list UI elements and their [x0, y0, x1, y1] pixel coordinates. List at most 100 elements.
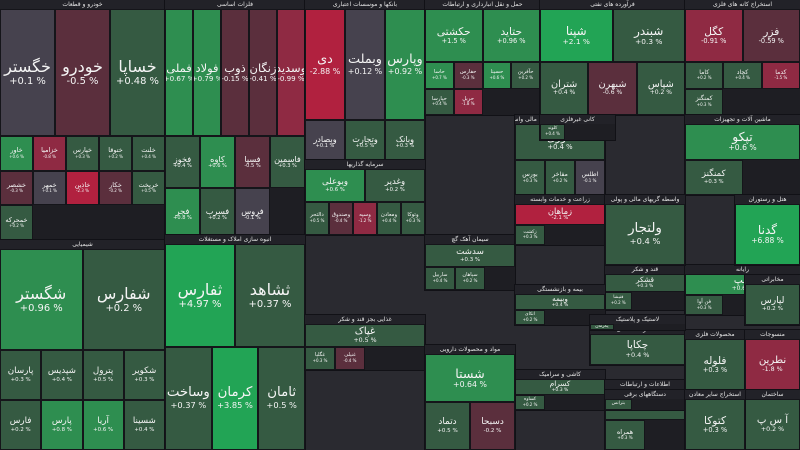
stock-cell[interactable]: شبندر +0.3 % [612, 9, 685, 62]
stock-cell[interactable]: وبانک +0.3 % [385, 120, 425, 165]
stock-cell[interactable]: خپارس +0.3 % [66, 136, 99, 171]
stock-cell[interactable]: خریخت +0.5 % [132, 170, 165, 206]
stock-cell[interactable]: کگل -0.91 % [685, 9, 743, 62]
stock-cell[interactable]: شتران +0.4 % [540, 62, 589, 115]
stock-cell[interactable]: شبهرن -0.6 % [588, 62, 637, 115]
stock-cell[interactable]: اطلس -0.1 % [575, 160, 605, 195]
stock-cell[interactable]: شپدیس +0.4 % [41, 350, 83, 400]
stock-cell[interactable]: کسرام +0.3 % [515, 379, 605, 395]
stock-cell[interactable]: کدما -1.5 % [761, 62, 800, 89]
stock-cell[interactable]: دالتحر +0.5 % [305, 202, 329, 235]
stock-cell[interactable]: زکشت +0.3 % [515, 225, 545, 245]
stock-cell[interactable]: خشصر -0.3 % [0, 170, 33, 206]
stock-cell[interactable]: فن آوا +0.3 % [685, 295, 724, 315]
stock-cell[interactable]: شسینا +0.4 % [123, 400, 165, 450]
stock-cell[interactable]: خکار -0.2 % [99, 170, 132, 206]
stock-cell[interactable]: حتاید +0.96 % [482, 9, 540, 62]
stock-cell[interactable]: حپارسا +0.4 % [425, 88, 454, 115]
stock-cell[interactable]: لپارس +0.2 % [745, 284, 800, 325]
stock-cell[interactable]: بورس +0.3 % [515, 160, 545, 195]
stock-cell[interactable]: خمهر +0.1 % [33, 170, 66, 206]
stock-cell[interactable]: دی -2.88 % [305, 9, 345, 120]
stock-cell[interactable]: کاما +0.2 % [685, 62, 724, 89]
stock-cell[interactable]: وپارس +0.92 % [385, 9, 425, 120]
stock-cell[interactable]: پارس +0.8 % [41, 400, 83, 450]
stock-cell[interactable]: چکاپا +0.4 % [590, 334, 685, 365]
stock-cell[interactable]: شفارس +0.2 % [82, 249, 165, 350]
stock-cell[interactable]: خساپا +0.48 % [110, 9, 165, 136]
stock-cell[interactable]: حسینا +0.6 % [482, 62, 512, 89]
stock-cell[interactable]: فولاد +0.79 % [193, 9, 221, 136]
stock-cell[interactable]: فملی +0.67 % [165, 9, 193, 136]
stock-cell[interactable]: فسپا -0.5 % [235, 136, 270, 188]
stock-cell[interactable]: ثشاهد +0.37 % [235, 244, 305, 347]
stock-cell[interactable]: فارس +0.2 % [0, 400, 42, 450]
stock-cell[interactable]: فروس -0.1 % [235, 188, 270, 240]
stock-cell[interactable]: حکشتی +1.5 % [425, 9, 483, 62]
stock-cell[interactable]: ذوب -0.15 % [221, 9, 249, 136]
stock-cell[interactable]: کساوه +0.2 % [515, 395, 545, 410]
stock-cell[interactable]: کتوکا +0.3 % [685, 399, 745, 450]
stock-cell[interactable]: زنگان -0.41 % [249, 9, 277, 136]
stock-cell[interactable]: ثفارس +4.97 % [165, 244, 235, 347]
stock-cell[interactable]: وتوکا +0.3 % [401, 202, 425, 235]
stock-cell[interactable]: پارسان +0.3 % [0, 350, 42, 400]
stock-cell[interactable]: آ س پ +0.2 % [745, 399, 800, 450]
stock-cell[interactable]: ومعادن +0.4 % [377, 202, 401, 235]
stock-cell[interactable]: خگستر +0.1 % [0, 9, 55, 136]
stock-cell[interactable]: پکرمان [590, 324, 614, 330]
stock-cell[interactable]: وبملت +0.12 % [345, 9, 385, 120]
stock-cell[interactable]: کاوه +0.6 % [200, 136, 235, 188]
stock-cell[interactable]: پترول +0.5 % [82, 350, 124, 400]
stock-cell[interactable]: سدشت +0.3 % [425, 244, 515, 267]
stock-cell[interactable]: وبیمه +0.4 % [515, 294, 605, 310]
stock-cell[interactable]: کرمان +3.85 % [211, 347, 259, 450]
stock-cell[interactable]: گدنا +6.88 % [735, 204, 800, 265]
stock-cell[interactable]: شگستر +0.96 % [0, 249, 83, 350]
stock-cell[interactable]: حآفرین +0.2 % [511, 62, 540, 89]
stock-cell[interactable]: غپاک +0.5 % [305, 324, 425, 347]
stock-cell[interactable]: خودرو -0.5 % [55, 9, 110, 136]
stock-cell[interactable]: کلوند +0.4 % [540, 124, 565, 140]
stock-cell[interactable]: مفاخر +0.2 % [545, 160, 575, 195]
stock-cell[interactable]: فزر -0.59 % [742, 9, 800, 62]
stock-cell[interactable]: حاسا +0.7 % [425, 62, 454, 89]
stock-cell[interactable]: قشکر +0.3 % [605, 274, 685, 292]
stock-cell[interactable]: فلوله +0.3 % [685, 339, 745, 390]
stock-cell[interactable]: قنیشا +0.2 % [605, 292, 632, 310]
stock-cell[interactable]: وتجارت +0.5 % [345, 120, 385, 165]
stock-cell[interactable]: کمنگنز +0.3 % [685, 88, 724, 115]
stock-cell[interactable]: سپاهان +0.2 % [455, 267, 485, 290]
stock-cell[interactable]: حریل -1.8 % [453, 88, 483, 115]
stock-cell[interactable]: خاذین -2.3 % [66, 170, 99, 206]
stock-cell[interactable]: غنیلی -0.4 % [335, 347, 365, 370]
stock-cell[interactable]: کمنگنز +0.3 % [685, 160, 743, 195]
stock-cell[interactable]: شستا +0.64 % [425, 354, 515, 402]
stock-cell[interactable]: اتکای +0.2 % [515, 310, 545, 325]
stock-cell[interactable]: خاور +0.6 % [0, 136, 33, 171]
stock-cell[interactable]: وغدیر +0.2 % [365, 169, 425, 202]
stock-cell[interactable]: وصندوق -0.4 % [329, 202, 353, 235]
stock-cell[interactable]: تپکو +0.6 % [685, 124, 800, 160]
stock-cell[interactable]: خمحرکه +0.2 % [0, 205, 33, 240]
stock-cell[interactable]: نطرین -1.8 % [745, 339, 800, 390]
stock-cell[interactable]: فخوز +0.4 % [165, 136, 200, 188]
stock-cell[interactable]: فجر +0.8 % [165, 188, 200, 240]
stock-cell[interactable]: خلنت +0.4 % [132, 136, 165, 171]
stock-cell[interactable]: وبصادر +0.1 % [305, 120, 345, 165]
stock-cell[interactable]: آریا +0.6 % [82, 400, 124, 450]
stock-cell[interactable]: شپنا +2.1 % [540, 9, 613, 62]
stock-cell[interactable]: کچاد +0.4 % [723, 62, 762, 89]
stock-cell[interactable]: شکویر +0.3 % [123, 350, 165, 400]
stock-cell[interactable]: همراه +0.3 % [605, 420, 645, 450]
stock-cell[interactable]: وسدید -0.99 % [277, 9, 305, 136]
stock-cell[interactable]: وسپه -1.2 % [353, 202, 377, 235]
stock-cell[interactable]: ختوقا +0.2 % [99, 136, 132, 171]
stock-cell[interactable]: فسرب +0.2 % [200, 188, 235, 240]
stock-cell[interactable]: بترانس [605, 399, 632, 410]
stock-cell[interactable]: ساربیل +0.4 % [425, 267, 455, 290]
stock-cell[interactable]: دتماد +0.5 % [425, 402, 470, 450]
stock-cell[interactable]: زماهان -2.1 % [515, 204, 605, 225]
stock-cell[interactable]: وبوعلی +0.6 % [305, 169, 365, 202]
stock-cell[interactable]: خزامیا -0.8 % [33, 136, 66, 171]
